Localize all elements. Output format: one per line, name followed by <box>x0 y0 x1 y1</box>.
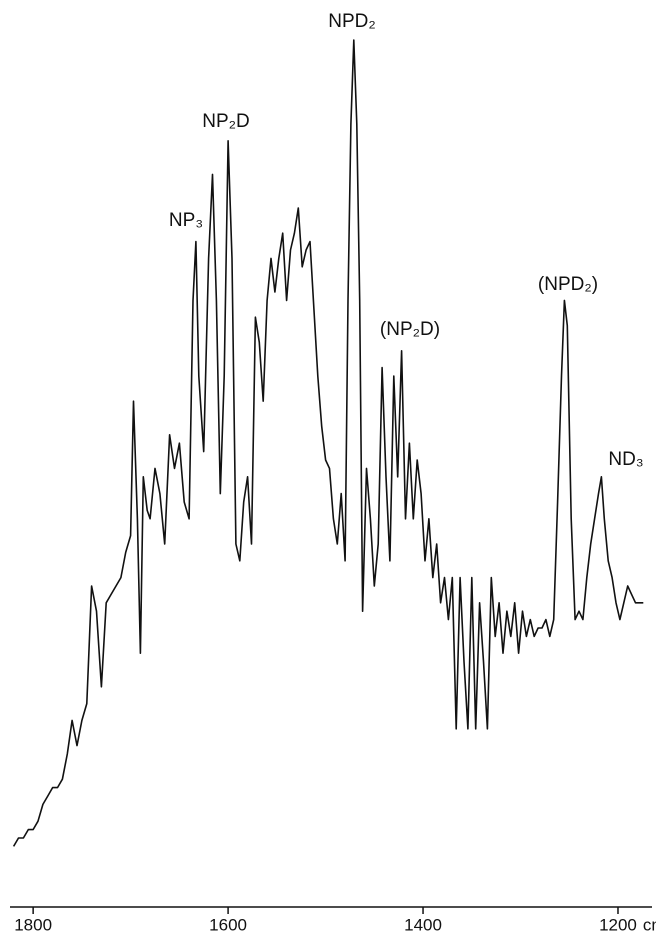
x-tick-label: 1600 <box>209 915 247 934</box>
x-tick-label: 1800 <box>14 915 52 934</box>
annotation: (NPD₂) <box>538 274 598 295</box>
spectrum-line <box>12 39 644 847</box>
x-tick-label: 1200 <box>599 915 637 934</box>
annotation: NPD₂ <box>328 11 376 32</box>
annotation: NP₃ <box>169 210 203 231</box>
annotation: NP₂D <box>202 111 250 132</box>
annotation: ND₃ <box>608 449 643 470</box>
x-tick-label: 1400 <box>404 915 442 934</box>
x-axis-label: cm⁻¹ <box>643 915 656 934</box>
annotation: (NP₂D) <box>380 319 440 340</box>
